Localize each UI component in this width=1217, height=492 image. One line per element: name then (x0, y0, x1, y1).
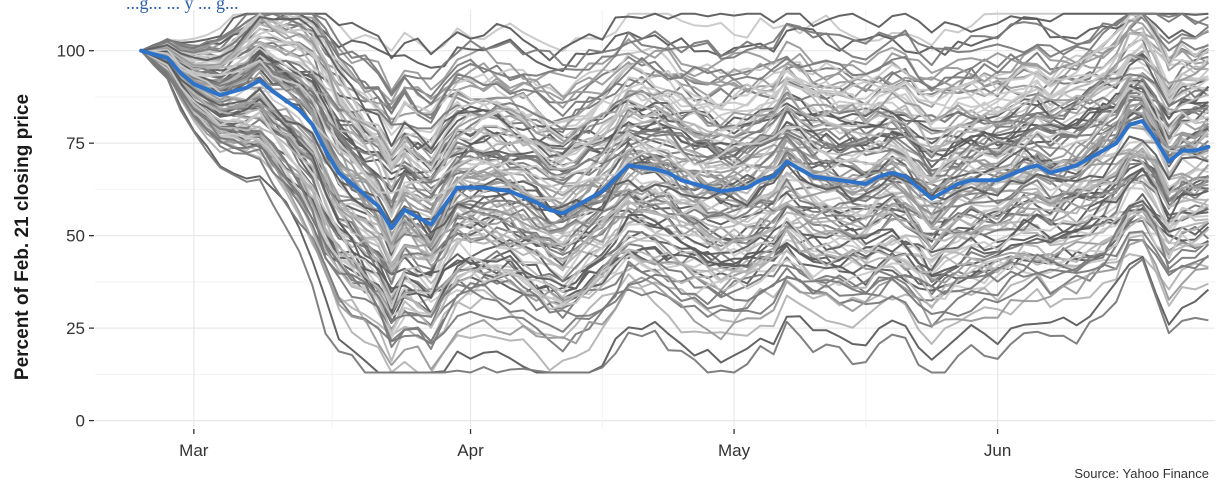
y-tick-label: 75 (66, 134, 85, 153)
x-tick-label: Jun (984, 441, 1011, 460)
y-tick-label: 0 (76, 412, 85, 431)
background-series-line (141, 43, 1209, 241)
background-series-line (140, 49, 1209, 234)
background-series-line (140, 49, 1210, 350)
background-series-line (140, 49, 1209, 251)
background-series-line (140, 49, 1209, 318)
background-series-line (140, 12, 1209, 120)
highlight-series-line (139, 48, 1211, 231)
chart-subtitle-fragment: ...g... ... y ... g... (126, 0, 239, 13)
background-series-line (140, 16, 1210, 166)
y-tick-label: 100 (57, 42, 85, 61)
background-series-line (140, 49, 446, 343)
background-series-line (141, 49, 1209, 216)
background-series-line (140, 12, 1209, 105)
background-series-line (140, 16, 484, 150)
background-series-line (140, 12, 1209, 171)
background-series-line (140, 49, 1209, 214)
x-tick-label: Apr (457, 441, 484, 460)
x-tick-label: May (718, 441, 751, 460)
y-axis-label: Percent of Feb. 21 closing price (12, 94, 33, 380)
background-series-line (140, 49, 1209, 201)
background-series-line (140, 49, 1210, 374)
background-series-line (140, 12, 1209, 94)
background-series-line (140, 49, 1210, 353)
y-tick-label: 50 (66, 227, 85, 246)
background-series-line (140, 12, 1210, 143)
background-series-line (140, 49, 1209, 204)
background-series-line (140, 49, 1209, 310)
y-tick-label: 25 (66, 319, 85, 338)
background-series-line (141, 49, 1210, 218)
axis-layer: 0 25 50 75 100 Mar Apr May Jun (57, 42, 1012, 460)
source-caption: Source: Yahoo Finance (1074, 466, 1209, 481)
background-series-line (140, 50, 1209, 374)
background-series-layer (140, 12, 1210, 374)
background-series-line (140, 49, 1210, 273)
background-series-line (140, 15, 1209, 168)
background-series-line (140, 49, 1209, 371)
highlight-series-layer (139, 48, 1211, 231)
background-series-line (140, 49, 1210, 248)
background-series-line (140, 49, 1209, 321)
background-series-line (140, 49, 1209, 314)
background-series-line (140, 49, 1210, 248)
x-tick-label: Mar (179, 441, 209, 460)
